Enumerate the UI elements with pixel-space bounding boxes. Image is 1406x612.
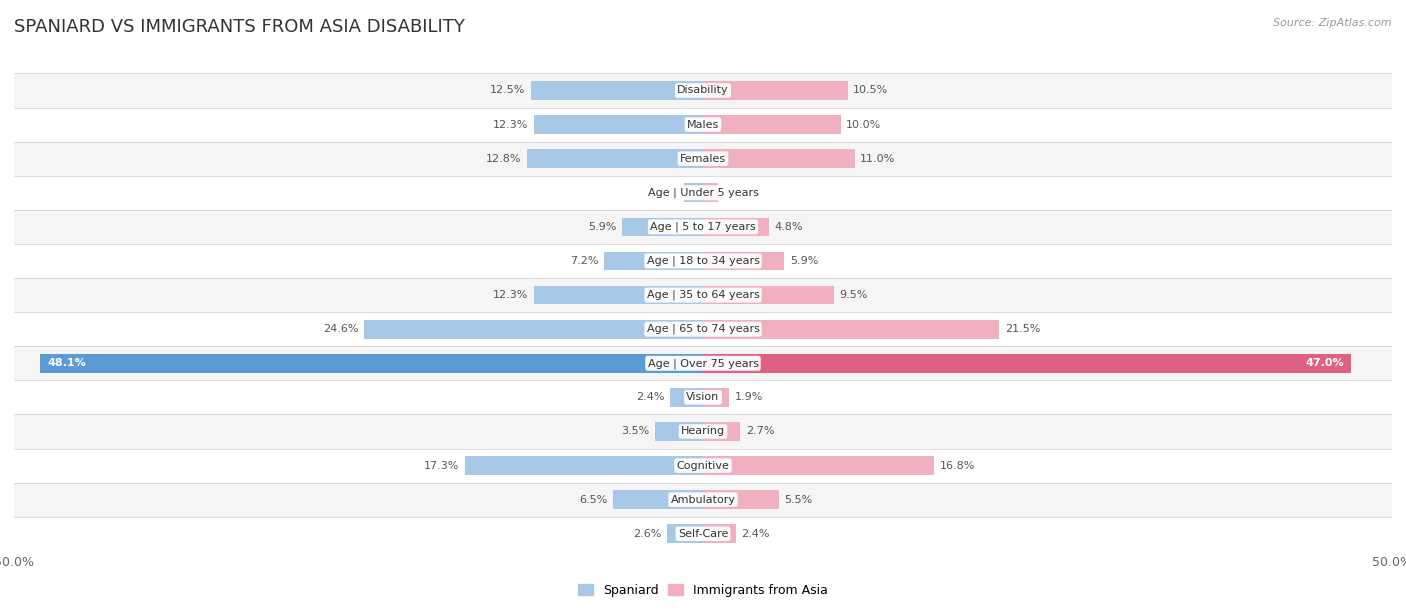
Bar xyxy=(703,286,834,304)
Bar xyxy=(683,184,703,202)
Bar xyxy=(41,354,703,373)
Bar xyxy=(703,524,737,543)
Bar xyxy=(621,217,703,236)
Bar xyxy=(364,320,703,338)
Bar xyxy=(703,320,1000,338)
Text: 5.9%: 5.9% xyxy=(790,256,818,266)
Bar xyxy=(603,252,703,271)
Bar xyxy=(14,73,1392,108)
Bar xyxy=(14,278,1392,312)
Text: 9.5%: 9.5% xyxy=(839,290,868,300)
Text: 11.0%: 11.0% xyxy=(860,154,896,163)
Text: 12.3%: 12.3% xyxy=(492,119,529,130)
Text: Ambulatory: Ambulatory xyxy=(671,494,735,505)
Text: 5.5%: 5.5% xyxy=(785,494,813,505)
Bar xyxy=(14,517,1392,551)
Bar xyxy=(703,422,740,441)
Bar xyxy=(613,490,703,509)
Text: 2.4%: 2.4% xyxy=(741,529,770,539)
Bar xyxy=(703,388,730,407)
Text: 2.6%: 2.6% xyxy=(633,529,662,539)
Text: Age | Under 5 years: Age | Under 5 years xyxy=(648,187,758,198)
Bar xyxy=(464,456,703,475)
Bar xyxy=(703,490,779,509)
Text: 10.5%: 10.5% xyxy=(853,86,889,95)
Bar xyxy=(527,149,703,168)
Bar xyxy=(703,149,855,168)
Bar xyxy=(655,422,703,441)
Text: 1.9%: 1.9% xyxy=(735,392,763,402)
Text: 7.2%: 7.2% xyxy=(569,256,599,266)
Bar xyxy=(14,108,1392,141)
Bar xyxy=(14,380,1392,414)
Bar xyxy=(703,252,785,271)
Text: 3.5%: 3.5% xyxy=(621,427,650,436)
Text: Age | 35 to 64 years: Age | 35 to 64 years xyxy=(647,290,759,300)
Bar xyxy=(14,483,1392,517)
Text: 6.5%: 6.5% xyxy=(579,494,607,505)
Text: Source: ZipAtlas.com: Source: ZipAtlas.com xyxy=(1274,18,1392,28)
Text: Females: Females xyxy=(681,154,725,163)
Bar xyxy=(14,449,1392,483)
Text: 12.5%: 12.5% xyxy=(489,86,526,95)
Bar xyxy=(703,354,1351,373)
Bar xyxy=(703,81,848,100)
Legend: Spaniard, Immigrants from Asia: Spaniard, Immigrants from Asia xyxy=(572,579,834,602)
Text: 4.8%: 4.8% xyxy=(775,222,803,232)
Text: Age | 65 to 74 years: Age | 65 to 74 years xyxy=(647,324,759,334)
Text: 2.4%: 2.4% xyxy=(636,392,665,402)
Text: 1.1%: 1.1% xyxy=(724,188,752,198)
Text: Disability: Disability xyxy=(678,86,728,95)
Text: 5.9%: 5.9% xyxy=(588,222,616,232)
Bar xyxy=(703,456,935,475)
Bar xyxy=(703,217,769,236)
Text: 16.8%: 16.8% xyxy=(941,461,976,471)
Text: 12.3%: 12.3% xyxy=(492,290,529,300)
Bar xyxy=(14,210,1392,244)
Bar xyxy=(533,115,703,134)
Text: 2.7%: 2.7% xyxy=(745,427,775,436)
Bar xyxy=(14,244,1392,278)
Text: 17.3%: 17.3% xyxy=(423,461,460,471)
Text: SPANIARD VS IMMIGRANTS FROM ASIA DISABILITY: SPANIARD VS IMMIGRANTS FROM ASIA DISABIL… xyxy=(14,18,465,36)
Bar xyxy=(14,346,1392,380)
Text: Males: Males xyxy=(688,119,718,130)
Text: Self-Care: Self-Care xyxy=(678,529,728,539)
Bar xyxy=(703,115,841,134)
Bar xyxy=(531,81,703,100)
Bar xyxy=(14,141,1392,176)
Text: Vision: Vision xyxy=(686,392,720,402)
Text: Cognitive: Cognitive xyxy=(676,461,730,471)
Bar xyxy=(533,286,703,304)
Bar xyxy=(14,414,1392,449)
Text: 47.0%: 47.0% xyxy=(1305,358,1344,368)
Text: Age | 18 to 34 years: Age | 18 to 34 years xyxy=(647,256,759,266)
Bar xyxy=(668,524,703,543)
Text: 1.4%: 1.4% xyxy=(650,188,678,198)
Text: 10.0%: 10.0% xyxy=(846,119,882,130)
Bar xyxy=(14,312,1392,346)
Text: Age | 5 to 17 years: Age | 5 to 17 years xyxy=(650,222,756,232)
Bar xyxy=(14,176,1392,210)
Text: 12.8%: 12.8% xyxy=(485,154,522,163)
Bar xyxy=(703,184,718,202)
Text: 48.1%: 48.1% xyxy=(48,358,86,368)
Text: Hearing: Hearing xyxy=(681,427,725,436)
Text: 21.5%: 21.5% xyxy=(1005,324,1040,334)
Text: Age | Over 75 years: Age | Over 75 years xyxy=(648,358,758,368)
Bar xyxy=(669,388,703,407)
Text: 24.6%: 24.6% xyxy=(323,324,359,334)
